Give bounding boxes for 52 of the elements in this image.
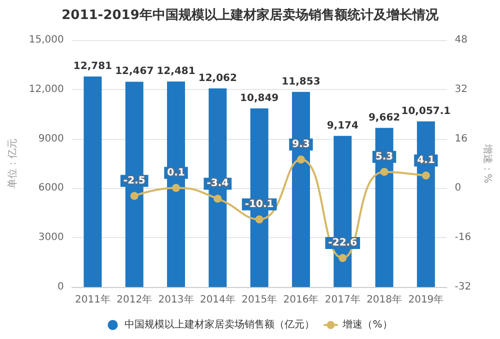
y-tick-label: 15,000 [28,34,64,46]
point [422,172,430,180]
y2-tick-label: -32 [454,282,472,292]
data-label: -10.1 [244,198,274,210]
y-tick-label: 9000 [38,133,64,144]
chart-title: 2011-2019年中国规模以上建材家居卖场销售额统计及增长情况 [62,7,440,23]
data-label: 4.1 [417,155,435,166]
x-tick-label: 2012年 [116,294,152,306]
y-tick-label: 6000 [38,182,64,194]
x-tick-label: 2013年 [158,294,194,306]
data-label: 0.1 [167,167,185,178]
y-tick-label: 12,000 [28,84,64,95]
y2-tick-label: -16 [454,232,472,244]
data-label: -3.4 [206,178,229,190]
data-label: 10,057.1 [401,106,451,117]
data-label: 5.3 [375,151,394,162]
point [255,215,264,224]
data-label: 10,849 [240,92,279,104]
data-label: 12,781 [73,61,112,72]
data-label: 9,174 [326,120,358,132]
data-label: 9,662 [368,112,400,124]
x-tick-label: 2011年 [74,294,110,306]
data-label: 12,467 [115,66,154,78]
y2-tick-label: 16 [454,133,468,144]
bar [84,76,102,287]
data-label: -2.5 [123,175,146,186]
data-label: 11,853 [282,76,320,88]
y-tick-label: 0 [58,282,64,292]
x-tick-label: 2016年 [283,294,319,306]
point [172,184,180,192]
x-tick-label: 2018年 [366,294,402,306]
data-label: -22.6 [328,237,358,248]
y2-tick-label: 32 [454,84,468,95]
x-tick-label: 2019年 [408,294,444,306]
legend-label: 中国规模以上建材家居卖场销售额（亿元） [124,318,315,330]
point [338,254,347,262]
y2-tick-label: 48 [454,34,468,46]
data-label: 12,481 [156,66,196,77]
y-tick-label: 3000 [38,232,64,244]
data-label: 9.3 [292,138,310,150]
point [296,155,305,164]
y2-tick-label: 0 [454,182,462,194]
point [214,194,222,203]
point [380,168,388,176]
data-label: 12,062 [198,72,238,84]
x-tick-label: 2014年 [200,294,236,306]
y-axis-title: 单位：亿元 [6,138,18,188]
y2-axis-title: 增速：% [482,142,494,184]
point [130,192,138,200]
x-tick-label: 2015年 [242,294,278,306]
legend-label: 增速（%） [342,318,392,330]
x-tick-label: 2017年 [324,294,360,306]
